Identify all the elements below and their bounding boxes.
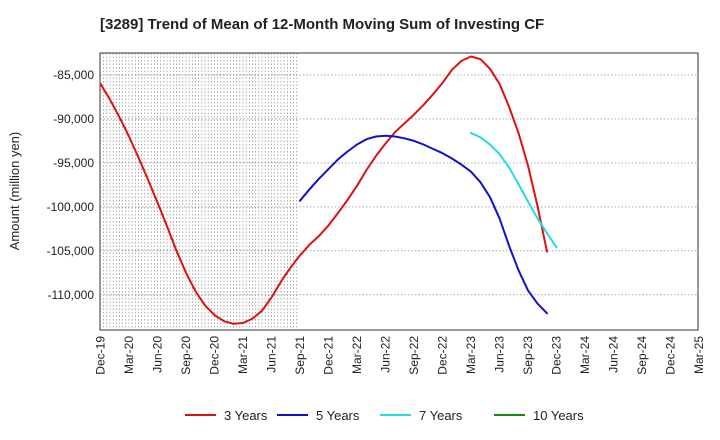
y-axis-label: Amount (million yen)	[7, 132, 22, 251]
x-tick-label: Mar-20	[122, 336, 136, 374]
x-axis-tick-labels: Dec-19 Mar-20 Jun-20 Sep-20 Dec-20 Mar-21 Jun-…	[94, 336, 707, 375]
x-tick-label: Sep-23	[521, 336, 535, 375]
series-line	[299, 134, 548, 315]
vertical-gridlines	[103, 53, 298, 330]
series-line	[99, 55, 548, 325]
x-tick-label: Dec-22	[436, 336, 450, 375]
chart-title: [3289] Trend of Mean of 12-Month Moving …	[100, 16, 544, 33]
x-tick-label: Sep-20	[179, 336, 193, 375]
x-tick-label: Dec-19	[94, 336, 108, 375]
x-tick-label: Jun-23	[493, 336, 507, 373]
x-tick-label: Dec-23	[550, 336, 564, 375]
y-tick-label: -110,000	[48, 288, 95, 302]
x-tick-label: Mar-21	[236, 336, 250, 374]
x-tick-label: Jun-20	[151, 336, 165, 373]
y-tick-label: -95,000	[53, 156, 94, 170]
y-tick-label: -105,000	[47, 244, 95, 258]
x-tick-label: Jun-22	[379, 336, 393, 373]
x-tick-label: Sep-24	[635, 336, 649, 375]
legend-label: 7 Years	[419, 408, 463, 423]
x-tick-label: Dec-24	[664, 336, 678, 375]
x-tick-label: Dec-21	[322, 336, 336, 375]
legend-label: 3 Years	[224, 408, 268, 423]
series-lines	[99, 55, 558, 325]
x-tick-label: Mar-24	[578, 336, 592, 374]
x-tick-label: Dec-20	[208, 336, 222, 375]
horizontal-gridlines	[100, 74, 698, 296]
plot-area	[100, 53, 698, 330]
plot-frame	[99, 52, 699, 331]
x-tick-label: Mar-25	[692, 336, 706, 374]
x-tick-label: Mar-23	[464, 336, 478, 374]
x-tick-label: Mar-22	[350, 336, 364, 374]
y-tick-label: -85,000	[53, 68, 94, 82]
legend-label: 10 Years	[533, 408, 584, 423]
x-tick-label: Jun-21	[265, 336, 279, 373]
y-tick-label: -100,000	[47, 200, 95, 214]
legend: 3 Years 5 Years 7 Years 10 Years	[185, 408, 584, 423]
x-tick-label: Jun-24	[607, 336, 621, 373]
x-tick-label: Sep-21	[293, 336, 307, 375]
series-line	[470, 132, 558, 249]
y-axis-tick-labels: -85,000 -90,000 -95,000 -100,000 -105,000 -11…	[47, 68, 95, 302]
x-tick-label: Sep-22	[407, 336, 421, 375]
y-tick-label: -90,000	[53, 112, 94, 126]
legend-label: 5 Years	[316, 408, 360, 423]
